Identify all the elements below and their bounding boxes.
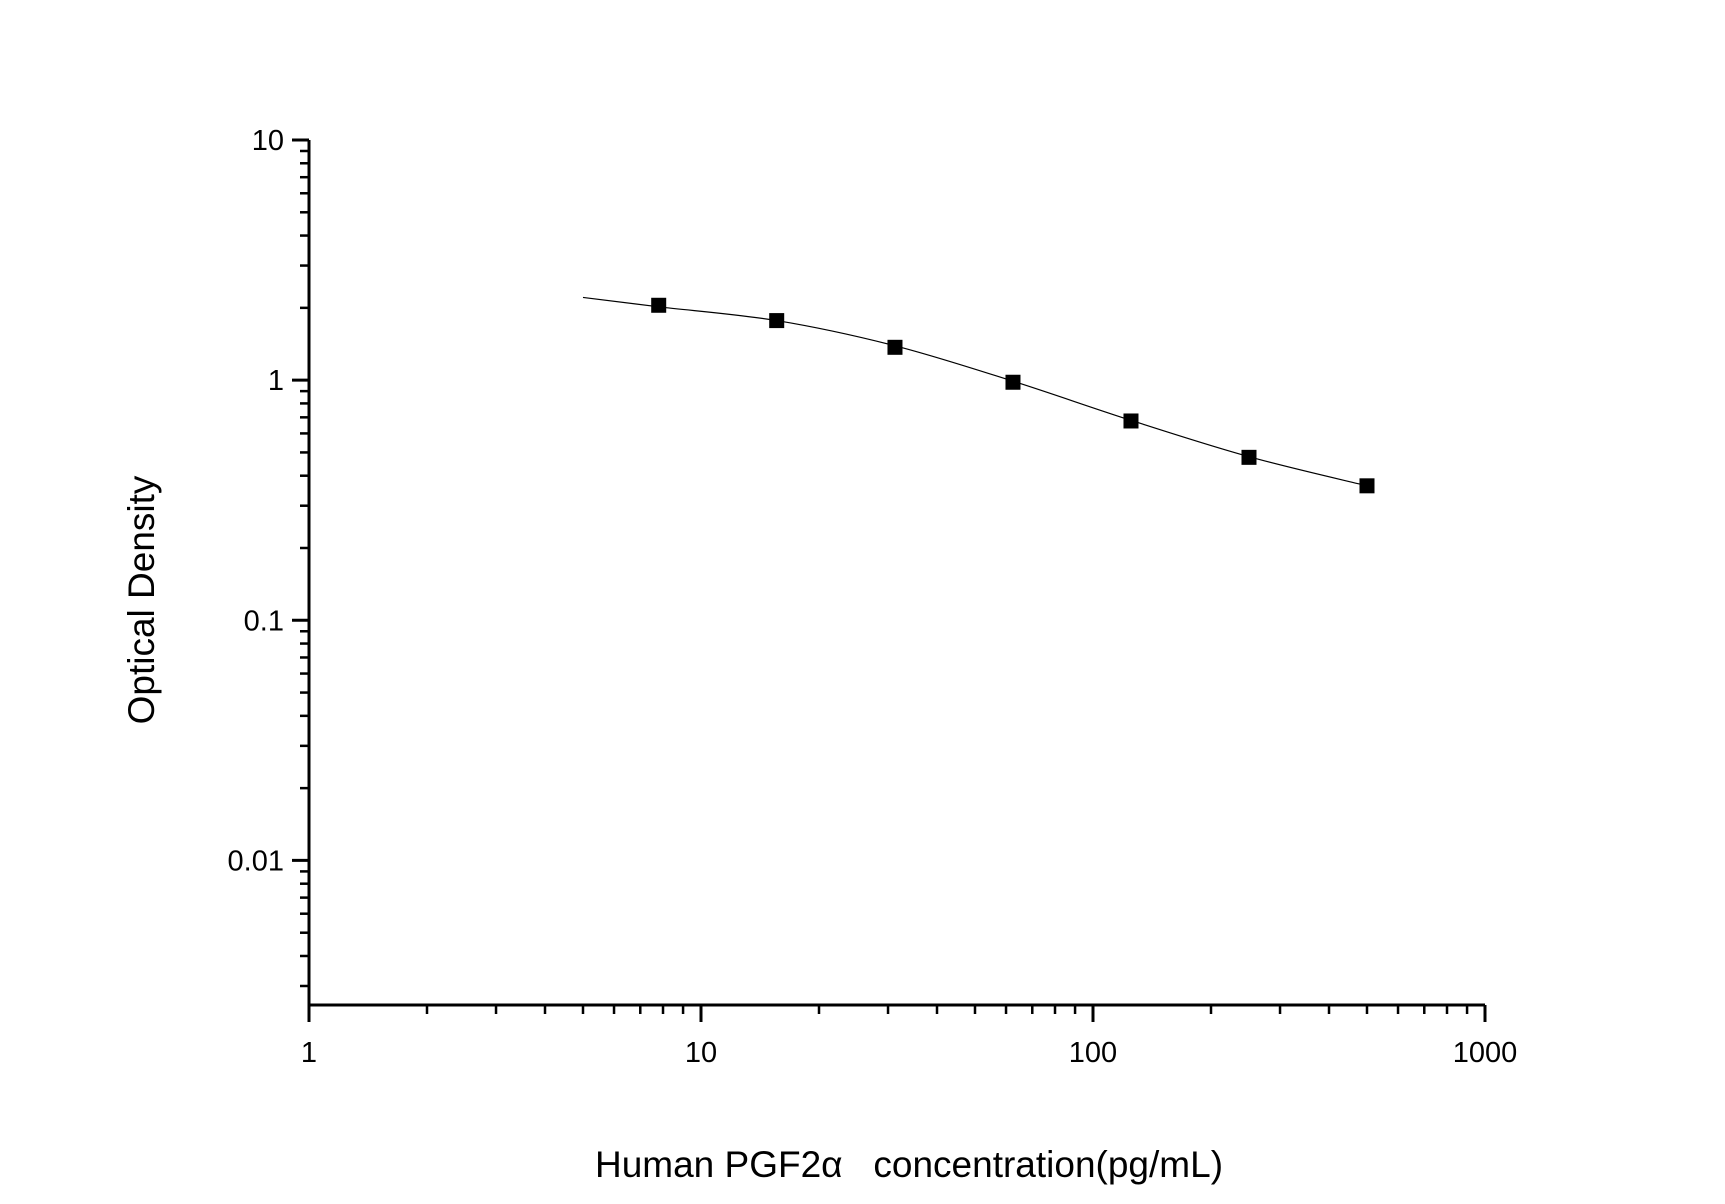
y-tick-label: 0.01 [228, 845, 284, 877]
y-axis-title: Optical Density [121, 475, 162, 724]
data-point [1123, 413, 1139, 429]
data-point [1241, 449, 1257, 465]
y-tick-label: 1 [268, 365, 284, 397]
tick-labels: 1 10 100 1000 10 1 0.1 0.01 [228, 125, 1518, 1069]
axes [292, 138, 1487, 1022]
x-tick-label: 1 [301, 1037, 317, 1069]
y-tick-label: 10 [252, 125, 284, 157]
x-axis-title: Human PGF2α concentration(pg/mL) [595, 1144, 1223, 1185]
y-tick-label: 0.1 [244, 605, 284, 637]
data-point [1005, 374, 1021, 390]
data-points [651, 297, 1375, 494]
x-tick-label: 100 [1069, 1037, 1117, 1069]
x-tick-label: 10 [685, 1037, 717, 1069]
data-point [1359, 478, 1375, 494]
data-point [887, 339, 903, 355]
data-point [769, 313, 785, 329]
x-tick-label: 1000 [1453, 1037, 1518, 1069]
data-point [651, 297, 667, 313]
